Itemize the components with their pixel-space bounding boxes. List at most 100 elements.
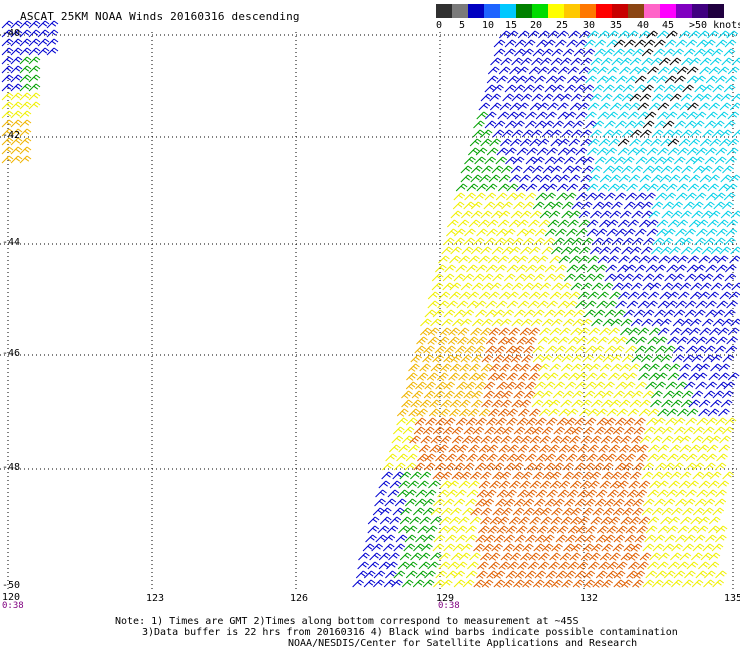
wind-barb: [608, 327, 620, 336]
wind-barb: [443, 543, 455, 552]
wind-barb: [516, 417, 529, 426]
wind-barb: [529, 516, 541, 525]
wind-barb: [654, 417, 666, 426]
wind-barb: [700, 93, 712, 102]
wind-barb: [535, 111, 548, 120]
wind-barb: [449, 363, 462, 372]
wind-barb: [656, 453, 668, 462]
wind-barb: [678, 138, 691, 147]
wind-barb: [612, 345, 625, 354]
wind-barb: [533, 543, 545, 552]
wind-barb: [558, 174, 570, 183]
wind-barb: [600, 516, 613, 525]
wind-barb: [587, 102, 600, 111]
wind-barb: [664, 75, 677, 84]
wind-barb: [483, 201, 496, 210]
wind-barb: [538, 30, 550, 39]
wind-barb: [490, 57, 502, 66]
wind-barb: [460, 543, 473, 552]
wind-barb: [375, 489, 387, 498]
wind-barb: [661, 579, 674, 588]
wind-barb: [569, 246, 581, 255]
wind-barb: [450, 246, 462, 255]
wind-barb: [485, 417, 498, 426]
wind-barb: [530, 129, 543, 138]
wind-barb: [603, 534, 616, 543]
wind-barb: [638, 183, 651, 192]
wind-barb: [549, 363, 561, 372]
wind-barb: [685, 417, 698, 426]
wind-barb: [646, 300, 658, 309]
wind-barb: [712, 579, 724, 588]
wind-barb: [538, 372, 550, 381]
wind-barb: [482, 498, 495, 507]
wind-barb: [572, 318, 585, 327]
wind-barb: [493, 39, 506, 48]
wind-barb: [708, 255, 720, 264]
wind-barb: [725, 156, 737, 165]
wind-barb: [676, 183, 689, 192]
wind-barb: [608, 516, 621, 525]
wind-barb: [19, 83, 32, 92]
wind-barb: [464, 381, 477, 390]
wind-barb: [588, 327, 601, 336]
wind-barb: [662, 426, 674, 435]
wind-barb: [566, 183, 579, 192]
wind-barb: [686, 75, 699, 84]
wind-barb: [703, 237, 716, 246]
wind-barb: [405, 417, 418, 426]
wind-barb: [732, 129, 740, 138]
wind-barb: [424, 309, 437, 318]
wind-barb: [574, 417, 586, 426]
colorbar-label: 10: [482, 20, 495, 31]
wind-barb: [555, 453, 567, 462]
wind-barb: [629, 57, 642, 66]
wind-barb: [450, 210, 463, 219]
wind-barb: [540, 507, 552, 516]
wind-barb: [565, 534, 577, 543]
wind-barb: [605, 75, 617, 84]
wind-barb: [504, 228, 516, 237]
wind-barb: [712, 390, 725, 399]
wind-barb: [511, 93, 524, 102]
wind-barb: [666, 525, 679, 534]
wind-barb: [717, 30, 730, 39]
wind-barb: [537, 336, 550, 345]
wind-barb: [643, 39, 656, 48]
wind-barb: [480, 210, 493, 219]
wind-barb: [670, 282, 683, 291]
wind-barb: [704, 156, 717, 165]
wind-barb: [683, 201, 695, 210]
wind-barb: [420, 435, 433, 444]
wind-barb: [589, 363, 601, 372]
wind-barb: [699, 174, 712, 183]
wind-barb: [725, 228, 738, 237]
wind-barb: [552, 462, 564, 471]
wind-barb: [592, 273, 605, 282]
wind-barb: [461, 246, 474, 255]
wind-barb: [414, 498, 427, 507]
wind-barb: [492, 507, 505, 516]
wind-barb: [1, 119, 14, 128]
wind-barb: [679, 471, 692, 480]
wind-barb: [509, 246, 521, 255]
wind-barb: [511, 57, 523, 66]
wind-barb: [476, 372, 488, 381]
wind-barb: [10, 146, 23, 155]
wind-barb: [647, 516, 660, 525]
wind-barb: [631, 237, 644, 246]
wind-barb: [482, 543, 494, 552]
wind-barb: [623, 498, 636, 507]
wind-barb: [621, 129, 634, 138]
wind-barb: [617, 30, 630, 39]
wind-barb: [647, 336, 660, 345]
wind-barb: [564, 426, 576, 435]
wind-barb: [559, 291, 572, 300]
wind-barb: [475, 336, 488, 345]
wind-barb: [481, 399, 493, 408]
wind-barb: [597, 336, 609, 345]
wind-barb: [689, 318, 702, 327]
wind-barb: [564, 111, 577, 120]
wind-barb: [503, 534, 516, 543]
wind-barb: [469, 471, 482, 480]
